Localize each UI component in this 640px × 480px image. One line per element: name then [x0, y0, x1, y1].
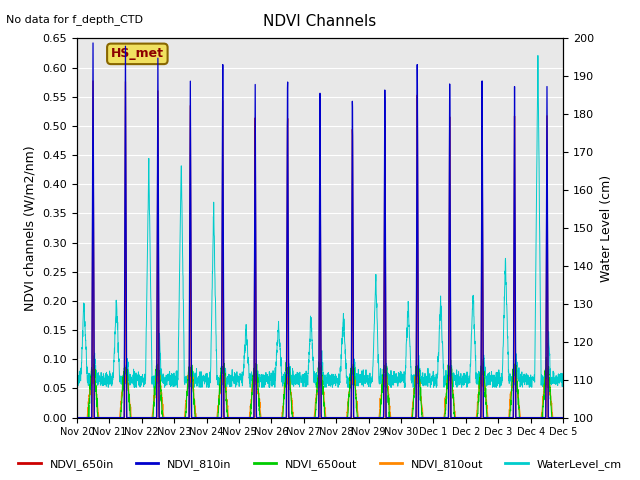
Text: HS_met: HS_met: [111, 48, 164, 60]
Y-axis label: Water Level (cm): Water Level (cm): [600, 174, 612, 282]
Y-axis label: NDVI channels (W/m2/nm): NDVI channels (W/m2/nm): [24, 145, 36, 311]
Text: No data for f_depth_CTD: No data for f_depth_CTD: [6, 14, 143, 25]
Legend: NDVI_650in, NDVI_810in, NDVI_650out, NDVI_810out, WaterLevel_cm: NDVI_650in, NDVI_810in, NDVI_650out, NDV…: [14, 455, 626, 474]
Text: NDVI Channels: NDVI Channels: [264, 14, 376, 29]
